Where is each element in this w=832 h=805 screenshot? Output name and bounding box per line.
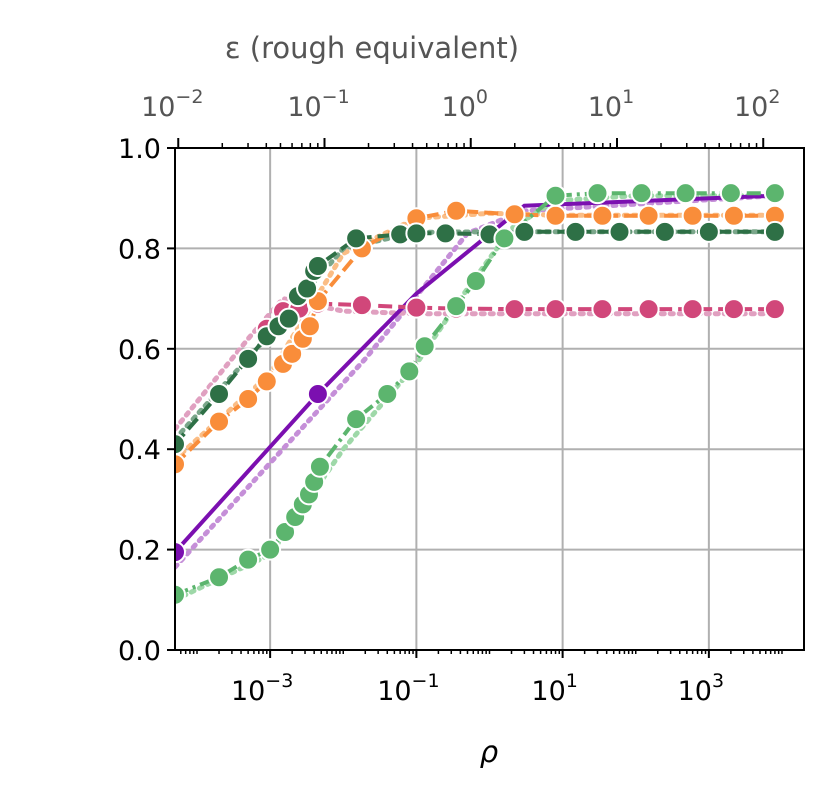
series-4-point — [259, 538, 282, 561]
top-axis-label: ε (rough equivalent) — [225, 31, 519, 65]
series-3-point — [345, 227, 368, 250]
plot-area — [175, 182, 786, 606]
series-4-point — [464, 270, 487, 293]
x-axis: 10−3 10−1 101 103 — [180, 650, 783, 707]
x-tick-label: 101 — [531, 670, 577, 707]
series-3-point — [208, 382, 231, 405]
series-0-point — [175, 541, 186, 564]
y-tick-label: 0.6 — [118, 335, 161, 366]
series-2-point — [591, 204, 614, 227]
y-tick-label: 1.0 — [118, 134, 161, 165]
series-4-point — [345, 408, 368, 431]
series-4-point — [308, 455, 331, 478]
series-3-point — [697, 220, 720, 243]
series-3-point — [513, 220, 536, 243]
series-1-point — [637, 298, 660, 321]
series-4-point — [237, 548, 260, 571]
series-4-point — [274, 521, 297, 544]
series-1-point — [722, 298, 745, 321]
series-2-point — [208, 410, 231, 433]
series-1-point — [350, 294, 373, 317]
series-2-point — [445, 199, 468, 222]
series-4-point — [630, 182, 653, 205]
series-4-point — [544, 184, 567, 207]
series-3-point — [653, 220, 676, 243]
series-2-point — [237, 388, 260, 410]
series-0-line — [175, 193, 775, 554]
x-tick-label: 103 — [678, 670, 724, 707]
top-x-tick-label: 102 — [734, 86, 780, 123]
series-2-point — [503, 203, 526, 226]
series-1-point — [544, 298, 567, 321]
series-4-reference-line — [175, 193, 778, 603]
series-4-point — [493, 227, 516, 250]
top-x-axis: 10−2 10−1 100 101 102 — [141, 86, 804, 149]
series-4-point — [208, 566, 231, 589]
series-4-point — [445, 295, 468, 318]
series-1-point — [681, 298, 704, 321]
y-tick-label: 0.0 — [118, 636, 161, 667]
y-tick-label: 0.8 — [118, 234, 161, 265]
series-4-point — [674, 182, 697, 205]
series-2-point — [544, 204, 567, 227]
top-x-tick-label: 10−2 — [141, 86, 203, 123]
series-4-point — [719, 182, 742, 205]
series-1-point — [763, 298, 786, 321]
series-3-point — [405, 222, 428, 245]
series-3-point — [564, 220, 587, 243]
y-axis: 0.0 0.2 0.4 0.6 0.8 1.0 — [118, 134, 175, 667]
series-4-point — [376, 382, 399, 405]
series-3-point — [608, 220, 631, 243]
x-tick-label: 10−3 — [231, 670, 293, 707]
series-3-point — [434, 222, 457, 245]
top-x-tick-label: 101 — [588, 86, 634, 123]
series-3-point — [277, 307, 300, 330]
top-x-tick-label: 100 — [442, 86, 488, 123]
series-3-point — [306, 254, 329, 277]
series-1-point — [591, 298, 614, 321]
series-2-point — [722, 204, 745, 227]
series-4-point — [763, 182, 786, 205]
x-axis-label: ρ — [480, 735, 499, 769]
series-2-point — [281, 342, 304, 365]
y-tick-label: 0.4 — [118, 435, 161, 466]
series-1-point — [503, 298, 526, 321]
series-1-point — [405, 296, 428, 319]
series-3-point — [763, 220, 786, 243]
series-4-point — [398, 360, 421, 383]
series-2-point — [298, 315, 321, 338]
series-4-point — [586, 182, 609, 205]
x-tick-label: 10−1 — [377, 670, 439, 707]
series-2-point — [255, 370, 278, 393]
top-x-tick-label: 10−1 — [287, 86, 349, 123]
series-3-point — [237, 347, 260, 370]
series-2-point — [175, 453, 186, 476]
y-tick-label: 0.2 — [118, 536, 161, 567]
series-4-point — [175, 583, 186, 606]
series-0-point — [306, 382, 329, 405]
series-2-point — [637, 204, 660, 227]
series-4-line — [175, 191, 775, 597]
series-4-point — [413, 335, 436, 358]
series-2-point — [681, 204, 704, 227]
series-layer — [175, 182, 786, 606]
series-3-point — [175, 433, 186, 456]
